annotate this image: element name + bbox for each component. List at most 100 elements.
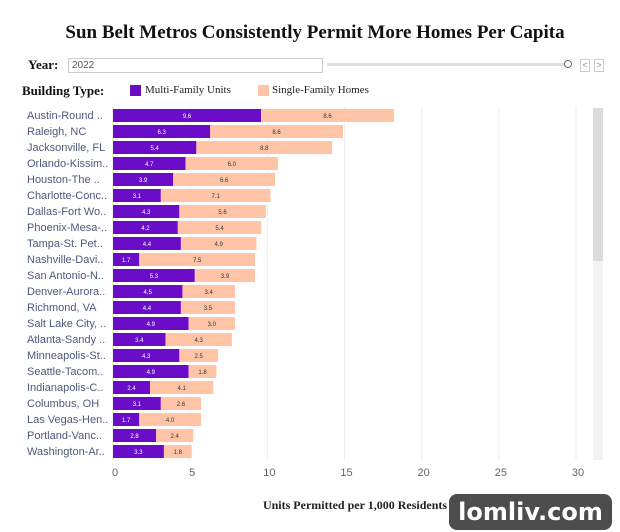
data-label: 3.1 <box>133 402 142 408</box>
data-label: 6.6 <box>220 178 229 184</box>
data-label: 5.6 <box>218 210 227 216</box>
bar-multi-family[interactable] <box>113 413 140 426</box>
bar-multi-family[interactable] <box>113 333 166 346</box>
bar-single-family[interactable] <box>188 317 235 330</box>
data-label: 7.1 <box>211 194 220 200</box>
bar-single-family[interactable] <box>182 285 235 298</box>
y-tick-label: Columbus, OH <box>27 398 99 410</box>
y-tick-label: Indianapolis-C.. <box>27 382 103 394</box>
legend-title: Building Type: <box>22 83 105 98</box>
bar-single-family[interactable] <box>196 141 333 154</box>
bar-single-family[interactable] <box>180 237 257 250</box>
y-tick-label: Nashville-Davi.. <box>27 254 103 266</box>
bar-single-family[interactable] <box>179 205 266 218</box>
bar-single-family[interactable] <box>139 413 201 426</box>
bar-single-family[interactable] <box>150 381 214 394</box>
y-tick-label: Washington-Ar.. <box>27 446 105 458</box>
data-label: 6.3 <box>157 130 166 136</box>
y-tick-label: Raleigh, NC <box>27 126 86 138</box>
legend-label-single-family[interactable]: Single-Family Homes <box>272 84 369 96</box>
x-tick-label: 0 <box>112 467 118 479</box>
bar-multi-family[interactable] <box>113 285 183 298</box>
data-label: 3.4 <box>205 290 214 296</box>
bar-multi-family[interactable] <box>113 173 174 186</box>
y-tick-label: Austin-Round .. <box>27 110 103 122</box>
bar-multi-family[interactable] <box>113 125 211 138</box>
bar-single-family[interactable] <box>261 109 394 122</box>
bar-multi-family[interactable] <box>113 445 164 458</box>
y-tick-label: Salt Lake City, .. <box>27 318 106 330</box>
prev-year-button[interactable]: < <box>580 59 590 72</box>
bar-multi-family[interactable] <box>113 301 181 314</box>
bar-single-family[interactable] <box>156 429 194 442</box>
legend-swatch-multi-family <box>130 85 141 96</box>
y-tick-label: Richmond, VA <box>27 302 97 314</box>
bar-multi-family[interactable] <box>113 269 195 282</box>
y-tick-label: Las Vegas-Hen.. <box>27 414 108 426</box>
x-tick-label: 5 <box>189 467 195 479</box>
data-label: 3.9 <box>139 178 148 184</box>
bar-multi-family[interactable] <box>113 189 161 202</box>
bar-single-family[interactable] <box>173 173 276 186</box>
data-label: 1.7 <box>122 258 131 264</box>
bar-multi-family[interactable] <box>113 317 189 330</box>
bar-multi-family[interactable] <box>113 157 186 170</box>
bar-single-family[interactable] <box>194 269 255 282</box>
legend-label-multi-family[interactable]: Multi-Family Units <box>145 84 231 96</box>
data-label: 5.3 <box>150 274 159 280</box>
watermark: lomliv.com <box>449 494 612 530</box>
data-label: 5.4 <box>215 226 224 232</box>
bar-single-family[interactable] <box>160 189 271 202</box>
bar-chart: 0 5 10 15 20 25 30 Austin-Round .. 9.6 8.6 Raleigh… <box>27 107 584 479</box>
data-label: 4.7 <box>145 162 154 168</box>
data-label: 4.4 <box>143 242 152 248</box>
bar-multi-family[interactable] <box>113 237 181 250</box>
year-slider[interactable] <box>327 63 567 66</box>
bar-multi-family[interactable] <box>113 141 197 154</box>
bar-single-family[interactable] <box>180 301 235 314</box>
bar-single-family[interactable] <box>188 365 217 378</box>
data-label: 8.6 <box>272 130 281 136</box>
scrollbar-thumb[interactable] <box>593 108 603 261</box>
year-input[interactable]: 2022 <box>68 58 323 73</box>
chart-title: Sun Belt Metros Consistently Permit More… <box>65 22 565 43</box>
bar-multi-family[interactable] <box>113 205 180 218</box>
y-tick-label: Houston-The .. <box>27 174 100 186</box>
bar-single-family[interactable] <box>185 157 279 170</box>
data-label: 4.2 <box>141 226 150 232</box>
bar-multi-family[interactable] <box>113 253 140 266</box>
bar-multi-family[interactable] <box>113 109 262 122</box>
y-tick-label: San Antonio-N.. <box>27 270 104 282</box>
year-label: Year: <box>28 57 59 72</box>
y-tick-label: Tampa-St. Pet.. <box>27 238 103 250</box>
data-label: 4.9 <box>147 370 156 376</box>
data-label: 1.7 <box>122 418 131 424</box>
data-label: 4.9 <box>215 242 224 248</box>
bar-single-family[interactable] <box>179 349 218 362</box>
bar-single-family[interactable] <box>139 253 255 266</box>
bar-multi-family[interactable] <box>113 381 151 394</box>
data-label: 4.4 <box>143 306 152 312</box>
bar-multi-family[interactable] <box>113 365 189 378</box>
bar-single-family[interactable] <box>165 333 232 346</box>
next-year-button[interactable]: > <box>594 59 604 72</box>
data-label: 8.8 <box>260 146 269 152</box>
x-tick-label: 20 <box>418 467 430 479</box>
scrollbar-track[interactable] <box>593 108 603 460</box>
bar-multi-family[interactable] <box>113 429 157 442</box>
bar-single-family[interactable] <box>160 397 201 410</box>
bar-multi-family[interactable] <box>113 397 161 410</box>
bar-single-family[interactable] <box>163 445 192 458</box>
bar-multi-family[interactable] <box>113 221 178 234</box>
data-label: 3.5 <box>204 306 213 312</box>
bar-single-family[interactable] <box>210 125 343 138</box>
data-label: 2.5 <box>194 354 203 360</box>
data-label: 3.1 <box>133 194 142 200</box>
data-label: 4.1 <box>178 386 187 392</box>
bar-single-family[interactable] <box>177 221 262 234</box>
data-label: 2.4 <box>127 386 136 392</box>
y-tick-label: Jacksonville, FL <box>27 142 105 154</box>
bar-multi-family[interactable] <box>113 349 180 362</box>
year-slider-handle[interactable] <box>564 60 572 68</box>
data-label: 4.3 <box>194 338 203 344</box>
